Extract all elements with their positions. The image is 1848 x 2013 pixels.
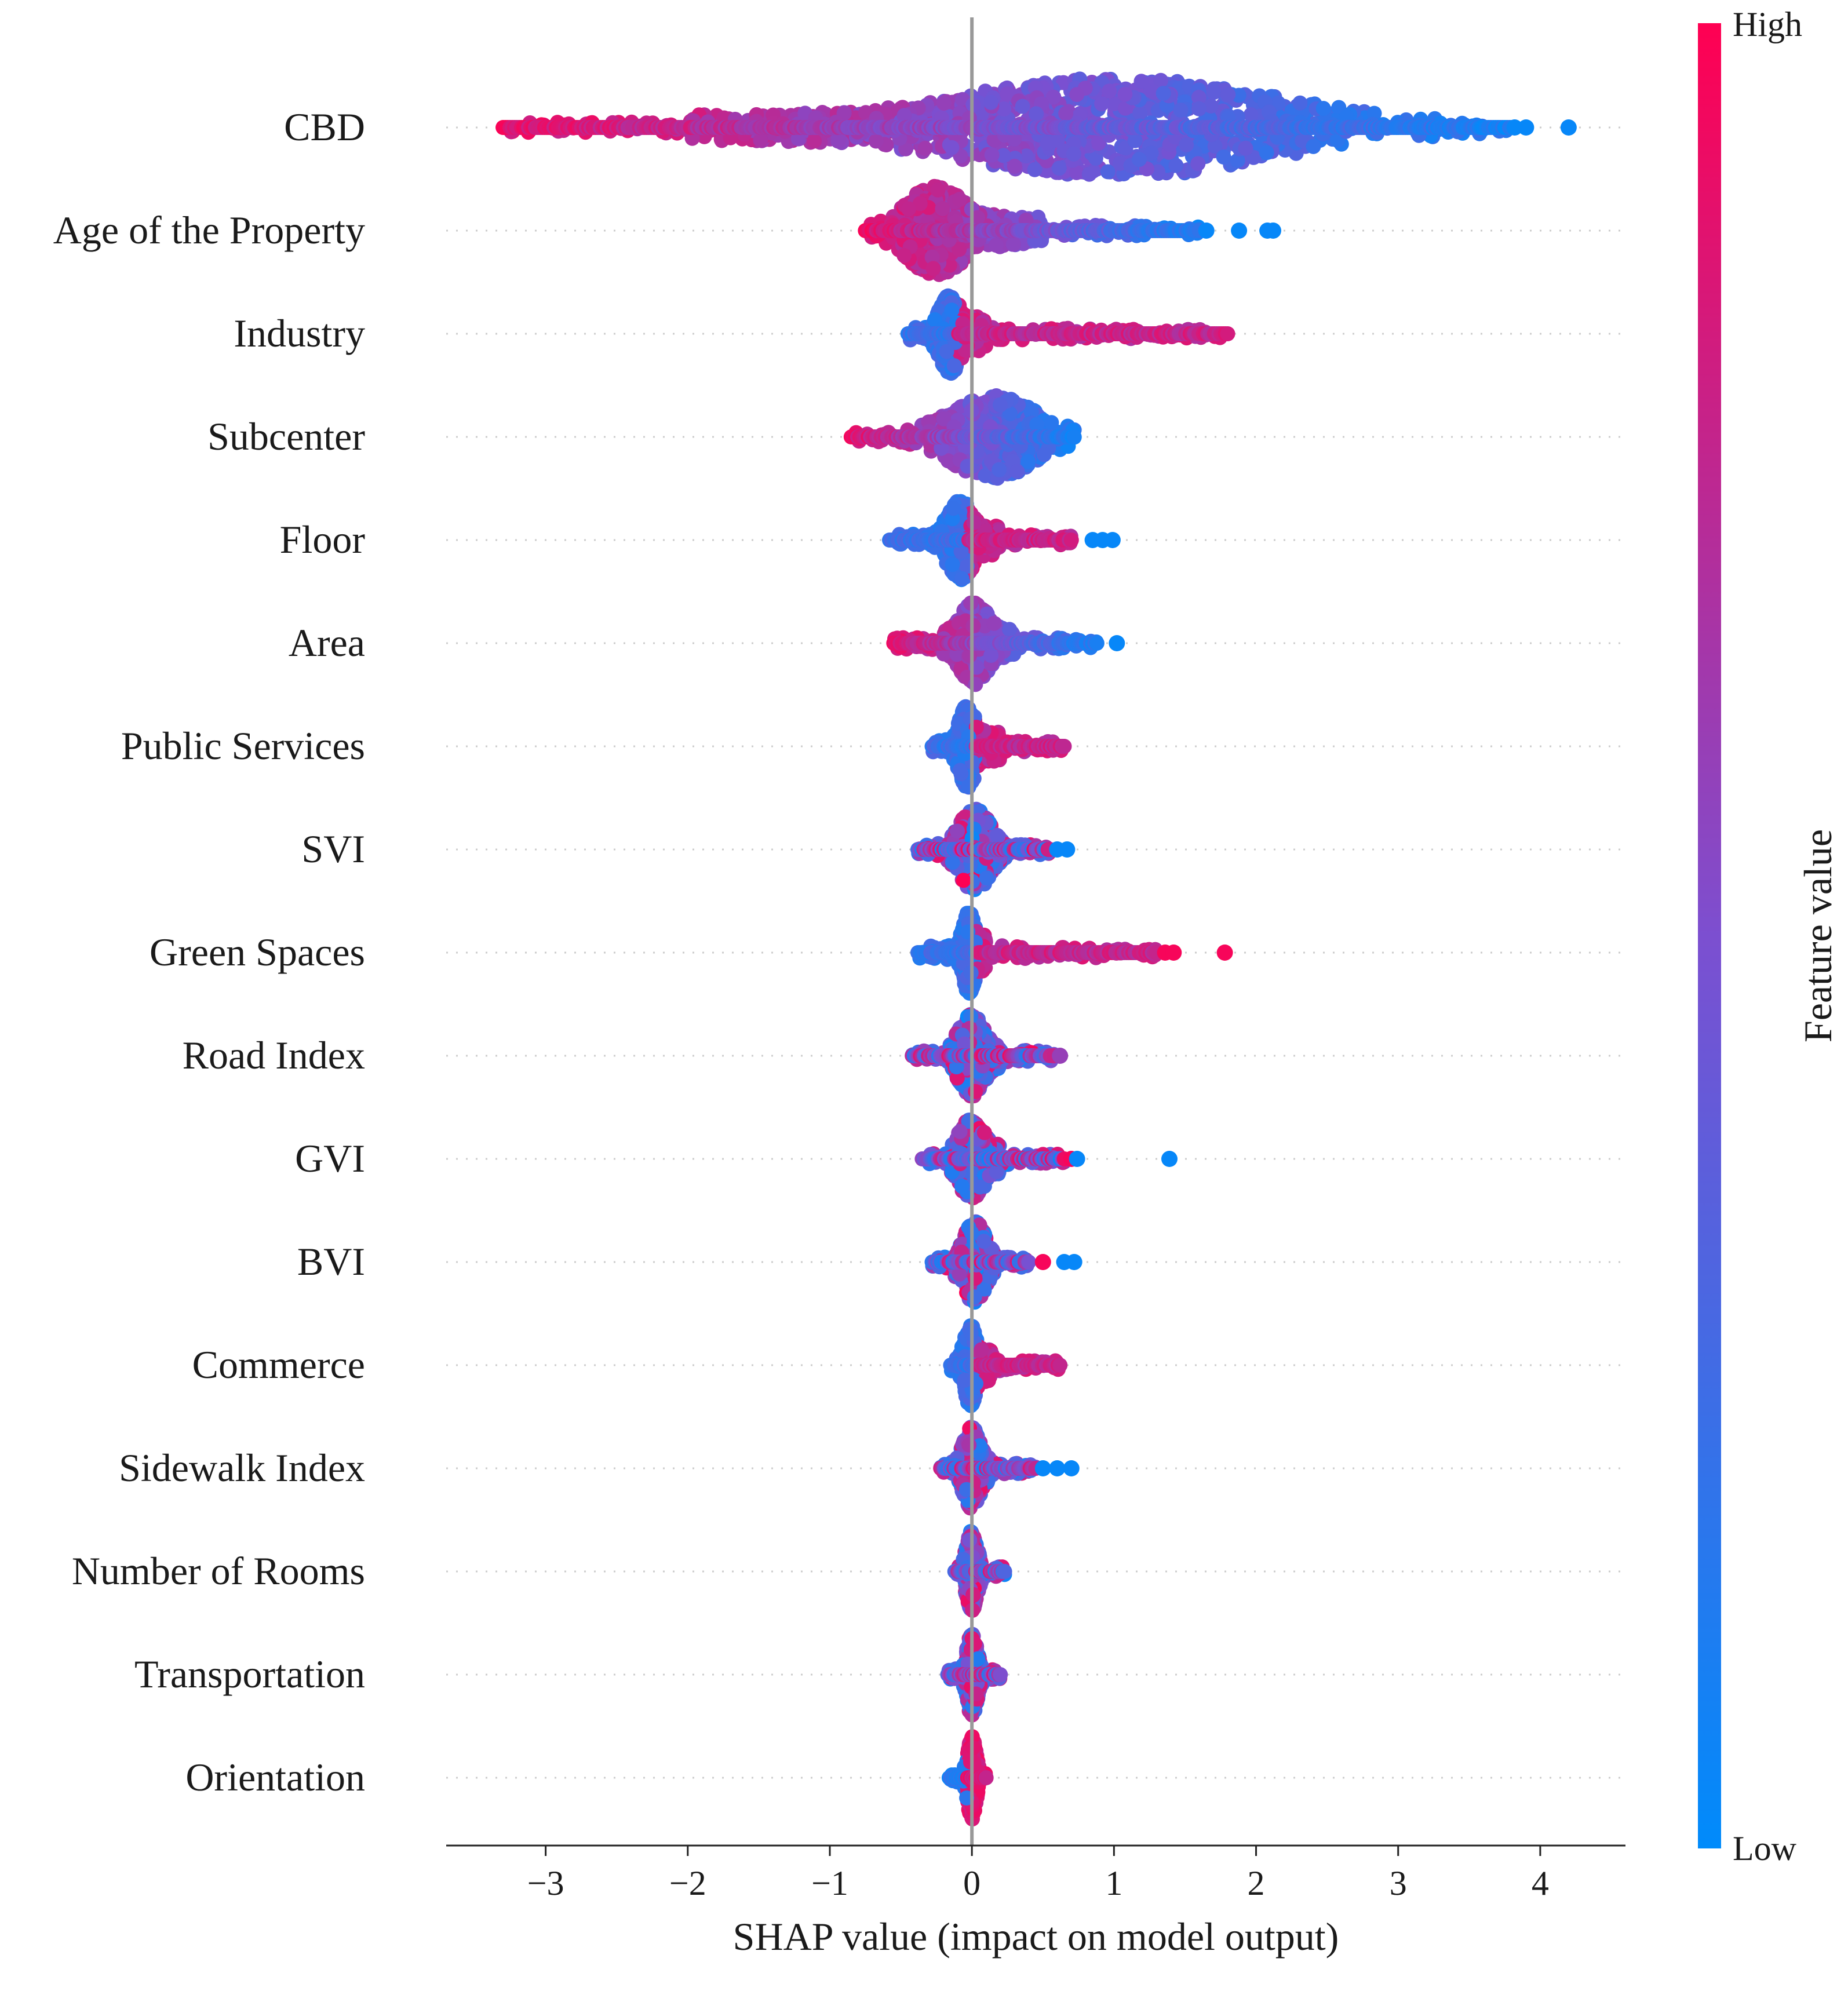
shap-point <box>996 148 1011 163</box>
shap-point <box>944 302 960 318</box>
shap-point <box>1020 454 1036 469</box>
shap-point <box>999 86 1015 101</box>
shap-outlier-point <box>1265 223 1281 239</box>
shap-point <box>1156 86 1171 101</box>
shap-point <box>1063 533 1079 548</box>
shap-point <box>1117 86 1133 102</box>
shap-point <box>1027 162 1043 177</box>
shap-point <box>1066 429 1082 444</box>
shap-point <box>983 94 998 110</box>
shap-point <box>1015 99 1030 114</box>
shap-point <box>1007 159 1022 174</box>
shap-point <box>992 462 1007 477</box>
shap-point <box>1203 98 1219 114</box>
shap-point <box>1259 145 1274 161</box>
shap-outlier-point <box>1198 223 1215 239</box>
shap-point <box>1190 156 1206 172</box>
shap-point <box>1007 131 1022 147</box>
shap-point <box>1173 103 1189 118</box>
shap-point <box>946 501 961 516</box>
shap-point <box>1091 136 1106 151</box>
shap-point <box>961 779 976 794</box>
shap-point <box>944 140 960 155</box>
shap-point <box>1220 87 1236 103</box>
shap-point <box>1306 138 1321 154</box>
shap-point <box>935 201 950 216</box>
shap-point <box>1238 140 1253 156</box>
shap-point <box>1207 138 1223 154</box>
shap-point <box>896 108 912 123</box>
shap-point <box>1292 95 1308 111</box>
shap-point <box>966 515 982 530</box>
shap-point <box>790 131 806 147</box>
shap-point <box>925 261 941 276</box>
shap-point <box>952 192 967 207</box>
shap-point <box>1058 105 1074 121</box>
shap-point <box>1002 622 1018 637</box>
shap-point <box>936 96 952 111</box>
shap-point <box>1102 83 1117 99</box>
shap-point <box>952 763 968 778</box>
shap-point <box>1206 85 1222 100</box>
shap-point <box>1056 75 1071 90</box>
shap-point <box>986 615 1002 631</box>
shap-point <box>1191 101 1207 116</box>
beeswarm-points <box>495 71 1577 1827</box>
shap-point <box>946 358 962 374</box>
shap-point <box>1045 89 1061 105</box>
shap-outlier-point <box>1109 635 1125 651</box>
shap-point <box>996 101 1012 117</box>
shap-point <box>1131 152 1147 167</box>
shap-point <box>1081 166 1097 182</box>
shap-point <box>939 344 954 359</box>
shap-point <box>1051 161 1067 176</box>
shap-outlier-point <box>1560 119 1577 136</box>
shap-point <box>1036 447 1052 462</box>
shap-point <box>1179 137 1194 152</box>
shap-point <box>1005 236 1021 252</box>
shap-point <box>753 132 768 148</box>
shap-point <box>992 397 1008 413</box>
shap-point <box>1089 636 1105 651</box>
shap-point <box>1153 72 1169 88</box>
shap-point <box>1056 739 1072 754</box>
shap-point <box>1069 87 1085 103</box>
shap-point <box>807 133 822 149</box>
shap-outlier-point <box>1231 223 1248 239</box>
shap-point <box>901 201 917 217</box>
shap-point <box>1018 148 1034 164</box>
shap-point <box>984 147 1000 163</box>
shap-point <box>917 141 933 156</box>
shap-point <box>896 248 912 263</box>
shap-point <box>1231 87 1246 103</box>
shap-point <box>1216 149 1231 165</box>
shap-point <box>1044 415 1059 431</box>
shap-point <box>1243 107 1259 122</box>
shap-point <box>1315 101 1331 116</box>
shap-point <box>1143 145 1159 161</box>
shap-point <box>945 557 960 572</box>
shap-outlier-point <box>1104 532 1121 548</box>
shap-point <box>1191 90 1207 105</box>
shap-point <box>1168 158 1184 173</box>
shap-point <box>930 182 946 198</box>
shap-point <box>830 133 846 149</box>
shap-point <box>954 571 969 586</box>
shap-point <box>868 133 884 149</box>
shap-point <box>1049 132 1065 148</box>
shap-point <box>1220 326 1235 341</box>
shap-point <box>1066 146 1081 162</box>
shap-point <box>1230 152 1245 168</box>
shap-point <box>1100 164 1116 180</box>
shap-point <box>1295 133 1310 148</box>
shap-point <box>1132 105 1148 121</box>
shap-point <box>1029 106 1044 122</box>
shap-point <box>1094 96 1110 112</box>
shap-point <box>988 238 1004 253</box>
shap-outlier-point <box>1518 119 1534 136</box>
shap-point <box>1069 165 1084 180</box>
shap-point <box>1133 74 1149 89</box>
